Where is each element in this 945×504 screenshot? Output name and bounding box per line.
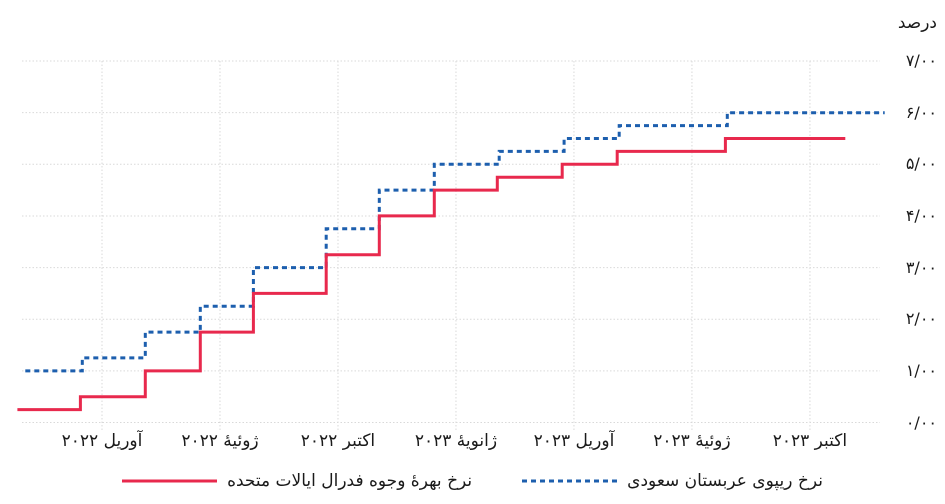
solid-line-sample: [122, 479, 218, 483]
x-tick-label: ژانویهٔ ۲۰۲۳: [414, 431, 498, 451]
x-tick-label: اکتبر ۲۰۲۲: [300, 431, 376, 451]
legend-label-saudi-repo-rate: نرخ ریپوی عربستان سعودی: [627, 471, 823, 491]
dotted-line-sample: [522, 479, 618, 483]
series-line-saudi-repo-rate: [25, 111, 885, 373]
x-tick-label: آوریل ۲۰۲۲: [61, 431, 143, 451]
y-tick-label: ۲/۰۰: [905, 309, 937, 329]
y-tick-label: ۴/۰۰: [905, 205, 937, 225]
y-tick-label: ۱/۰۰: [905, 360, 937, 380]
y-tick-label: ۳/۰۰: [905, 257, 937, 277]
y-tick-label: ۷/۰۰: [905, 51, 937, 71]
y-axis-unit-label: درصد: [897, 13, 937, 33]
y-tick-label: ۶/۰۰: [905, 102, 937, 122]
y-tick-label: ۰/۰۰: [905, 412, 937, 432]
legend: نرخ ریپوی عربستان سعودی نرخ بهرهٔ وجوه ف…: [0, 471, 945, 491]
y-tick-label: ۵/۰۰: [905, 154, 937, 174]
legend-label-fed-funds-rate: نرخ بهرهٔ وجوه فدرال ایالات متحده: [227, 471, 473, 491]
legend-item-fed-funds-rate: نرخ بهرهٔ وجوه فدرال ایالات متحده: [122, 471, 472, 491]
x-tick-label: ژوئیهٔ ۲۰۲۲: [181, 431, 259, 451]
x-tick-label: آوریل ۲۰۲۳: [533, 431, 615, 451]
x-tick-label: ژوئیهٔ ۲۰۲۳: [653, 431, 731, 451]
series-line-us-fed-funds-rate: [17, 137, 846, 412]
x-tick-label: اکتبر ۲۰۲۳: [772, 431, 848, 451]
legend-item-saudi-repo-rate: نرخ ریپوی عربستان سعودی: [522, 471, 823, 491]
